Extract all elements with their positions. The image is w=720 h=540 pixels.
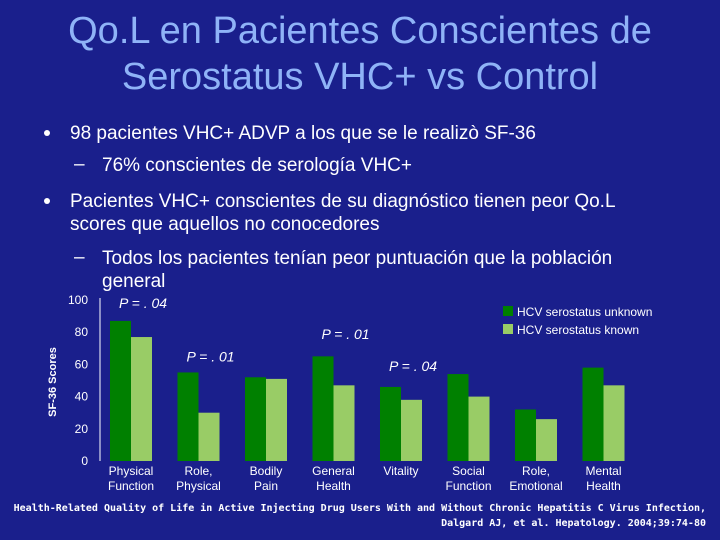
page-title: Qo.L en Pacientes Conscientes de Serosta… — [0, 8, 720, 100]
y-tick-label: 40 — [75, 390, 89, 404]
x-tick-label: Health — [316, 479, 351, 493]
bar-known — [198, 412, 220, 461]
bar-known — [603, 385, 625, 461]
p-value-annotation: P = . 01 — [186, 348, 234, 364]
bar-unknown — [380, 386, 401, 461]
x-tick-label: Bodily — [250, 464, 283, 478]
y-axis: 0 20 40 60 80 100 SF-36 Scores — [47, 293, 101, 468]
bullet-2-line-1: Pacientes VHC+ conscientes de su diagnós… — [70, 191, 616, 212]
bar-unknown — [312, 356, 334, 461]
title-line-2: Serostatus VHC+ vs Control — [121, 56, 599, 98]
y-tick-label: 20 — [75, 422, 89, 436]
dash-1: – — [74, 154, 85, 175]
bullet-2: Pacientes VHC+ conscientes de su diagnós… — [70, 190, 616, 236]
bullet-2-line-2: scores que aquellos no conocedores — [70, 214, 380, 235]
x-tick-label: Physical — [176, 479, 221, 493]
x-tick-label: Role, — [522, 464, 550, 478]
bullet-dot-2 — [44, 198, 50, 204]
legend-swatch — [503, 306, 513, 316]
annotations: P = . 04 P = . 01 P = . 01 P = . 04 — [119, 295, 437, 374]
x-tick-label: Health — [586, 479, 621, 493]
bar-unknown — [515, 409, 536, 461]
citation-line-1: Health-Related Quality of Life in Active… — [13, 503, 706, 514]
bar-known — [333, 385, 355, 461]
bar-known — [266, 378, 287, 461]
x-tick-label: Role, — [184, 464, 212, 478]
sub-bullet-2: Todos los pacientes tenían peor puntuaci… — [102, 247, 612, 293]
bars — [110, 320, 625, 461]
x-tick-label: Function — [445, 479, 491, 493]
x-tick-label: Emotional — [509, 479, 562, 493]
p-value-annotation: P = . 01 — [321, 326, 369, 342]
y-tick-label: 80 — [75, 325, 89, 339]
citation-line-2: Dalgard AJ, et al. Hepatology. 2004;39:7… — [441, 518, 706, 529]
title-line-1: Qo.L en Pacientes Conscientes de — [68, 10, 652, 52]
bullet-1: 98 pacientes VHC+ ADVP a los que se le r… — [70, 123, 536, 144]
bar-unknown — [447, 374, 469, 461]
bar-unknown — [110, 320, 131, 461]
bar-known — [468, 396, 490, 461]
x-tick-label: Vitality — [383, 464, 418, 478]
sub-bullet-1: 76% conscientes de serología VHC+ — [102, 155, 412, 176]
y-tick-label: 100 — [68, 293, 88, 307]
x-tick-label: Function — [108, 479, 154, 493]
y-tick-label: 60 — [75, 357, 89, 371]
legend-label: HCV serostatus known — [517, 323, 639, 337]
bar-unknown — [177, 372, 199, 461]
legend-label: HCV serostatus unknown — [517, 305, 652, 319]
bar-known — [536, 419, 557, 461]
legend-swatch — [503, 324, 513, 334]
sub-bullet-2-line-1: Todos los pacientes tenían peor puntuaci… — [102, 248, 613, 269]
p-value-annotation: P = . 04 — [389, 358, 437, 374]
sub-bullet-2-line-2: general — [102, 271, 166, 292]
x-tick-label: Mental — [585, 464, 621, 478]
x-tick-label: General — [312, 464, 355, 478]
y-tick-label: 0 — [81, 454, 88, 468]
x-tick-label: Social — [452, 464, 485, 478]
citation: Health-Related Quality of Life in Active… — [14, 501, 706, 531]
legend: HCV serostatus unknown HCV serostatus kno… — [503, 305, 652, 337]
bar-known — [401, 399, 422, 461]
x-tick-label: Physical — [109, 464, 154, 478]
bullet-dot-1 — [44, 130, 50, 136]
p-value-annotation: P = . 04 — [119, 295, 167, 311]
bar-known — [131, 337, 152, 461]
y-axis-label: SF-36 Scores — [47, 347, 59, 417]
x-axis-labels: PhysicalFunctionRole,PhysicalBodilyPainG… — [108, 464, 622, 493]
dash-2: – — [74, 247, 85, 268]
bar-unknown — [245, 377, 266, 461]
bar-unknown — [582, 367, 604, 461]
x-tick-label: Pain — [254, 479, 278, 493]
